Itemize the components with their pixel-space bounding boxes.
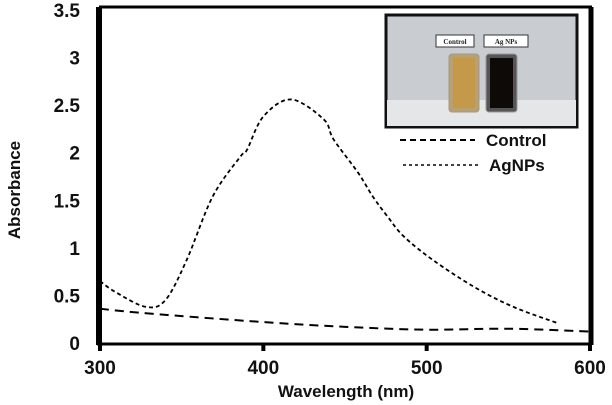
inset-label-control: Control bbox=[443, 38, 466, 46]
y-tick-label: 3.5 bbox=[54, 1, 81, 22]
x-tick-label: 600 bbox=[574, 358, 606, 379]
legend-agnps-label: AgNPs bbox=[489, 156, 545, 175]
y-tick-label: 2.5 bbox=[54, 96, 81, 117]
x-tick-label: 400 bbox=[247, 358, 279, 379]
y-tick-label: 1 bbox=[69, 239, 80, 260]
y-tick-label: 0 bbox=[69, 334, 80, 355]
x-tick-label: 300 bbox=[84, 358, 116, 379]
y-tick-label: 0.5 bbox=[54, 286, 81, 307]
y-axis-label: Absorbance bbox=[5, 141, 24, 239]
axes bbox=[96, 5, 594, 346]
y-tick-label: 2 bbox=[69, 144, 80, 165]
x-axis-label: Wavelength (nm) bbox=[278, 382, 414, 401]
y-tick-label: 3 bbox=[69, 49, 80, 70]
inset-photo: Control Ag NPs bbox=[384, 13, 579, 129]
series-line-control bbox=[99, 307, 591, 333]
legend-control-label: Control bbox=[486, 131, 546, 150]
legend: Control AgNPs bbox=[400, 131, 546, 175]
x-tick-label: 500 bbox=[411, 358, 443, 379]
inset-label-agnps: Ag NPs bbox=[495, 38, 518, 46]
series-line-agnps bbox=[99, 98, 558, 324]
y-tick-label: 1.5 bbox=[54, 191, 81, 212]
